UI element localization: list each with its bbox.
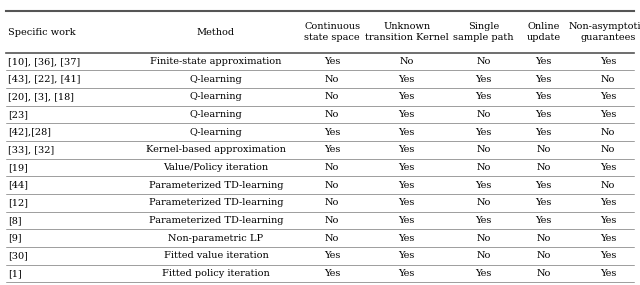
Text: Yes: Yes [399, 251, 415, 260]
Text: Yes: Yes [535, 110, 552, 119]
Text: Yes: Yes [476, 181, 492, 190]
Text: [20], [3], [18]: [20], [3], [18] [8, 92, 74, 101]
Text: No: No [325, 163, 339, 172]
Text: Yes: Yes [600, 198, 616, 207]
Text: Q-learning: Q-learning [189, 92, 243, 101]
Text: Yes: Yes [600, 251, 616, 260]
Text: Specific work: Specific work [8, 28, 76, 36]
Text: Yes: Yes [535, 57, 552, 66]
Text: Yes: Yes [399, 198, 415, 207]
Text: No: No [476, 57, 491, 66]
Text: No: No [536, 251, 550, 260]
Text: No: No [536, 269, 550, 278]
Text: No: No [325, 234, 339, 243]
Text: Non-parametric LP: Non-parametric LP [168, 234, 264, 243]
Text: Yes: Yes [476, 216, 492, 225]
Text: Yes: Yes [324, 57, 340, 66]
Text: No: No [325, 75, 339, 84]
Text: Q-learning: Q-learning [189, 128, 243, 137]
Text: No: No [601, 128, 615, 137]
Text: Fitted value iteration: Fitted value iteration [164, 251, 268, 260]
Text: Yes: Yes [600, 234, 616, 243]
Text: Yes: Yes [324, 145, 340, 154]
Text: Yes: Yes [324, 269, 340, 278]
Text: Unknown
transition Kernel: Unknown transition Kernel [365, 22, 449, 42]
Text: Yes: Yes [600, 92, 616, 101]
Text: Yes: Yes [600, 110, 616, 119]
Text: No: No [476, 234, 491, 243]
Text: [43], [22], [41]: [43], [22], [41] [8, 75, 81, 84]
Text: Method: Method [197, 28, 235, 36]
Text: No: No [325, 181, 339, 190]
Text: No: No [399, 57, 414, 66]
Text: Yes: Yes [535, 92, 552, 101]
Text: [23]: [23] [8, 110, 28, 119]
Text: Yes: Yes [399, 163, 415, 172]
Text: [42],[28]: [42],[28] [8, 128, 51, 137]
Text: Parameterized TD-learning: Parameterized TD-learning [148, 216, 284, 225]
Text: No: No [325, 198, 339, 207]
Text: Yes: Yes [535, 75, 552, 84]
Text: Yes: Yes [399, 145, 415, 154]
Text: Value/Policy iteration: Value/Policy iteration [163, 163, 269, 172]
Text: Yes: Yes [600, 57, 616, 66]
Text: No: No [325, 110, 339, 119]
Text: No: No [476, 198, 491, 207]
Text: Yes: Yes [399, 75, 415, 84]
Text: [8]: [8] [8, 216, 22, 225]
Text: Online
update: Online update [526, 22, 561, 42]
Text: Yes: Yes [476, 75, 492, 84]
Text: No: No [536, 163, 550, 172]
Text: No: No [325, 92, 339, 101]
Text: Yes: Yes [535, 128, 552, 137]
Text: [1]: [1] [8, 269, 22, 278]
Text: [33], [32]: [33], [32] [8, 145, 54, 154]
Text: Fitted policy iteration: Fitted policy iteration [162, 269, 270, 278]
Text: No: No [476, 145, 491, 154]
Text: Parameterized TD-learning: Parameterized TD-learning [148, 181, 284, 190]
Text: No: No [476, 110, 491, 119]
Text: Yes: Yes [399, 128, 415, 137]
Text: Q-learning: Q-learning [189, 110, 243, 119]
Text: Yes: Yes [324, 128, 340, 137]
Text: Yes: Yes [476, 92, 492, 101]
Text: No: No [476, 163, 491, 172]
Text: Yes: Yes [476, 269, 492, 278]
Text: No: No [325, 216, 339, 225]
Text: Yes: Yes [399, 234, 415, 243]
Text: Yes: Yes [535, 216, 552, 225]
Text: Yes: Yes [535, 198, 552, 207]
Text: Non-asymptotic
guarantees: Non-asymptotic guarantees [569, 22, 640, 42]
Text: Yes: Yes [476, 128, 492, 137]
Text: Parameterized TD-learning: Parameterized TD-learning [148, 198, 284, 207]
Text: Yes: Yes [324, 251, 340, 260]
Text: No: No [601, 181, 615, 190]
Text: Yes: Yes [535, 181, 552, 190]
Text: No: No [601, 145, 615, 154]
Text: [12]: [12] [8, 198, 28, 207]
Text: Q-learning: Q-learning [189, 75, 243, 84]
Text: No: No [536, 145, 550, 154]
Text: Continuous
state space: Continuous state space [304, 22, 360, 42]
Text: [19]: [19] [8, 163, 28, 172]
Text: Yes: Yes [399, 216, 415, 225]
Text: Yes: Yes [399, 110, 415, 119]
Text: [9]: [9] [8, 234, 22, 243]
Text: No: No [536, 234, 550, 243]
Text: [30]: [30] [8, 251, 28, 260]
Text: Yes: Yes [399, 181, 415, 190]
Text: Yes: Yes [600, 216, 616, 225]
Text: Finite-state approximation: Finite-state approximation [150, 57, 282, 66]
Text: Kernel-based approximation: Kernel-based approximation [146, 145, 286, 154]
Text: Yes: Yes [600, 163, 616, 172]
Text: No: No [601, 75, 615, 84]
Text: Single
sample path: Single sample path [453, 22, 514, 42]
Text: [10], [36], [37]: [10], [36], [37] [8, 57, 81, 66]
Text: Yes: Yes [399, 269, 415, 278]
Text: Yes: Yes [600, 269, 616, 278]
Text: Yes: Yes [399, 92, 415, 101]
Text: No: No [476, 251, 491, 260]
Text: [44]: [44] [8, 181, 28, 190]
